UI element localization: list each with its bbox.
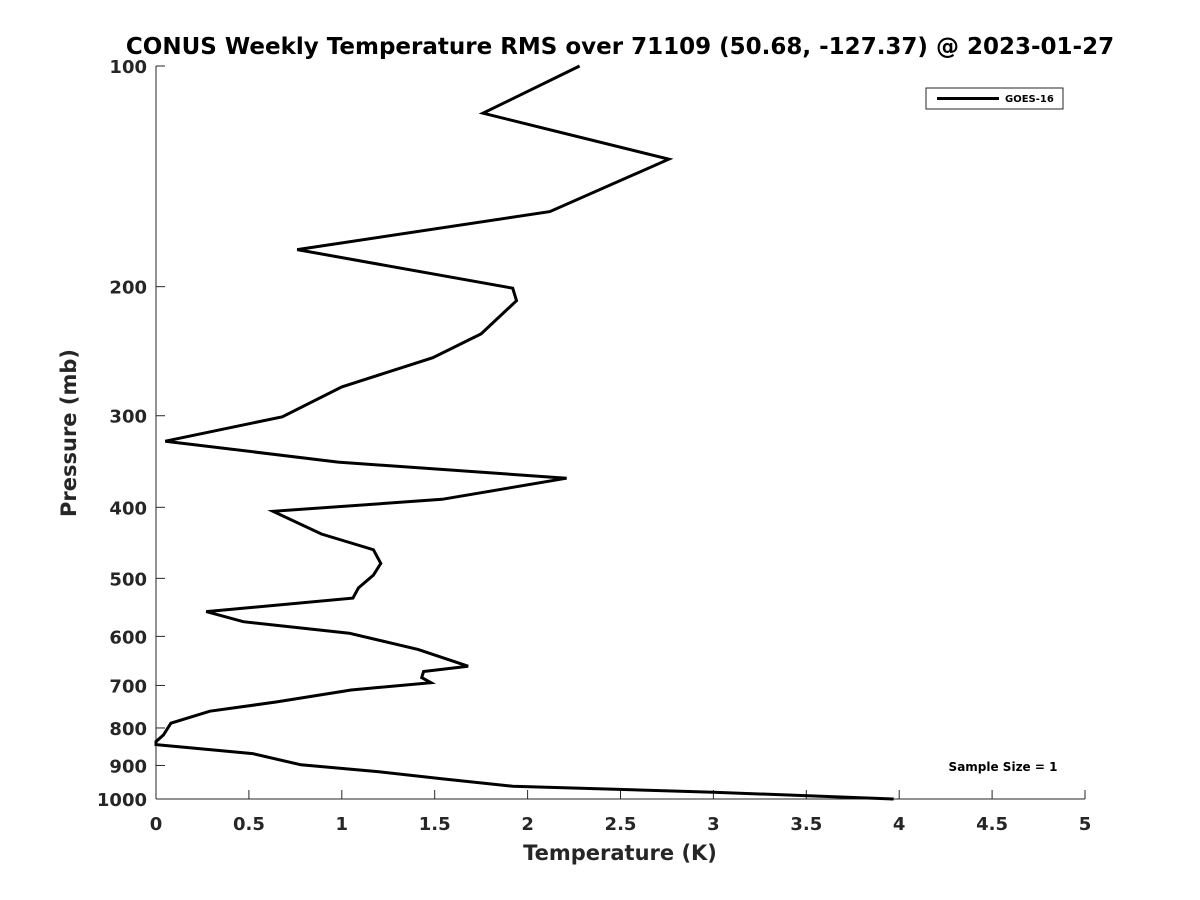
y-tick-label: 700 (109, 676, 147, 697)
legend-label-goes-16: GOES-16 (1005, 94, 1054, 105)
axes (155, 66, 1085, 800)
chart-title: CONUS Weekly Temperature RMS over 71109 … (126, 34, 1114, 60)
x-tick-label: 0 (150, 814, 163, 835)
sample-size-annotation: Sample Size = 1 (949, 760, 1058, 774)
y-tick-label: 100 (109, 57, 147, 78)
y-axis-label: Pressure (mb) (57, 349, 81, 517)
x-axis-label: Temperature (K) (523, 841, 717, 865)
x-tick-label: 1 (336, 814, 349, 835)
x-tick-label: 3 (707, 814, 720, 835)
y-tick-label: 800 (109, 719, 147, 740)
y-tick-label: 900 (109, 756, 147, 777)
x-tick-label: 2.5 (605, 814, 637, 835)
x-tick-label: 1.5 (419, 814, 451, 835)
x-axis-ticks: 0 0.5 1 1.5 2 2.5 3 3.5 4 4.5 5 (150, 790, 1092, 835)
x-tick-label: 3.5 (790, 814, 822, 835)
y-tick-label: 1000 (97, 790, 147, 811)
y-tick-label: 200 (109, 278, 147, 299)
series-line-goes-16 (154, 64, 894, 801)
x-tick-label: 5 (1079, 814, 1092, 835)
y-tick-label: 300 (109, 407, 147, 428)
x-tick-label: 0.5 (233, 814, 265, 835)
y-tick-label: 600 (109, 627, 147, 648)
y-tick-label: 500 (109, 569, 147, 590)
y-axis-ticks: 100 200 300 400 500 600 700 800 900 1000 (97, 57, 165, 811)
legend: GOES-16 (925, 87, 1064, 110)
x-tick-label: 4.5 (976, 814, 1008, 835)
x-tick-label: 4 (893, 814, 906, 835)
x-tick-label: 2 (521, 814, 534, 835)
y-tick-label: 400 (109, 498, 147, 519)
